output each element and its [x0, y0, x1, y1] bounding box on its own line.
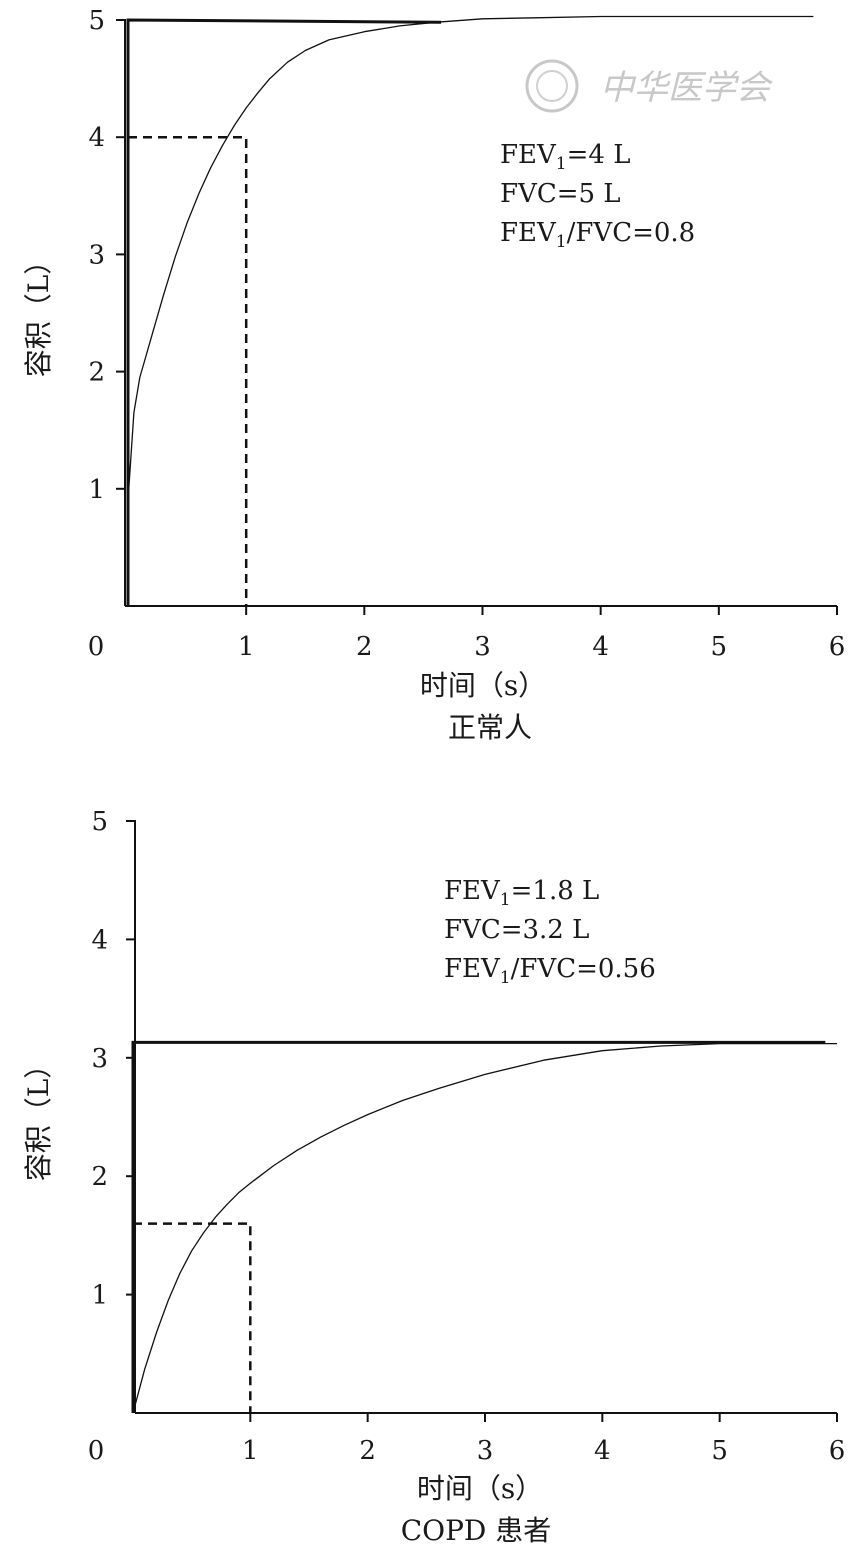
- annotation-text: FVC=5 L: [500, 179, 621, 209]
- watermark-text: 中华医学会: [600, 68, 774, 108]
- annotation-text: =1.8 L: [511, 876, 600, 906]
- x-axis-label: 时间（s）: [420, 669, 546, 702]
- series-dashed-line: [133, 1222, 252, 1413]
- y-tick-label: 5: [91, 807, 108, 837]
- y-tick-label: 4: [88, 123, 105, 153]
- y-tick-label: 1: [88, 475, 105, 505]
- y-tick-label: 2: [91, 1162, 108, 1192]
- y-tick-label: 1: [91, 1281, 108, 1311]
- plot-area-copd: [126, 820, 838, 1422]
- series-thick-line: [131, 1040, 826, 1413]
- y-axis-label: 容积（L）: [22, 247, 55, 378]
- annotation-text: FEV: [500, 218, 557, 248]
- annotation-line: FEV1/FVC=0.56: [444, 954, 656, 988]
- annotation-text: FEV: [444, 954, 501, 984]
- watermark-seal-inner: [536, 70, 568, 102]
- tick-labels-normal: 0 1 2 3 4 5 6 1 2 3 4 5: [88, 6, 846, 662]
- panel-caption: COPD 患者: [401, 1514, 552, 1547]
- x-tick-label: 6: [829, 1436, 846, 1466]
- annotation-line: FVC=5 L: [500, 179, 621, 209]
- tick-labels-copd: 0 1 2 3 4 5 6 1 2 3 4 5: [88, 807, 846, 1466]
- annotation-subscript: 1: [500, 968, 511, 988]
- annotation-text: FVC=3.2 L: [444, 915, 589, 945]
- x-tick-label: 3: [477, 1436, 494, 1466]
- series-group-normal: [126, 15, 814, 606]
- y-tick-label: 3: [88, 240, 105, 270]
- panel-caption: 正常人: [448, 711, 532, 744]
- annotation-text: /FVC=0.8: [567, 218, 696, 248]
- x-tick-label: 3: [474, 632, 491, 662]
- y-tick-label: 2: [88, 358, 105, 388]
- x-tick-label: 5: [711, 632, 728, 662]
- annotation-subscript: 1: [556, 232, 567, 252]
- x-tick-label: 1: [238, 632, 255, 662]
- plot-area-normal: [116, 19, 838, 615]
- y-axis-label: 容积（L）: [22, 1051, 55, 1182]
- series-thick-line: [126, 18, 442, 606]
- annotation-text: /FVC=0.56: [511, 954, 656, 984]
- annotation-text: FEV: [500, 140, 557, 170]
- annotation-subscript: 1: [556, 154, 567, 174]
- x-tick-label: 6: [829, 632, 846, 662]
- series-dashed-line: [128, 135, 248, 606]
- annotation-line: FEV1=4 L: [500, 140, 630, 174]
- x-tick-label: 1: [242, 1436, 259, 1466]
- annotation-line: FEV1/FVC=0.8: [500, 218, 695, 252]
- y-tick-label: 5: [88, 6, 105, 36]
- annotation-text: =4 L: [567, 140, 631, 170]
- series-thin-line: [127, 15, 814, 501]
- x-tick-label: 2: [356, 632, 373, 662]
- x-axis-label: 时间（s）: [417, 1472, 543, 1505]
- annotation-text: FEV: [444, 876, 501, 906]
- x-tick-label: 0: [88, 1436, 105, 1466]
- watermark-seal-icon: [525, 59, 579, 113]
- y-tick-label: 3: [91, 1044, 108, 1074]
- series-group-copd: [131, 1040, 837, 1414]
- series-thin-line: [132, 1042, 837, 1414]
- x-tick-label: 0: [88, 632, 105, 662]
- y-tick-label: 4: [91, 925, 108, 955]
- annotation-line: FVC=3.2 L: [444, 915, 589, 945]
- annotation-subscript: 1: [500, 890, 511, 910]
- x-tick-label: 4: [592, 632, 609, 662]
- x-tick-label: 5: [711, 1436, 728, 1466]
- x-tick-label: 2: [359, 1436, 376, 1466]
- x-tick-label: 4: [594, 1436, 611, 1466]
- watermark: 中华医学会: [525, 59, 774, 113]
- annotation-line: FEV1=1.8 L: [444, 876, 599, 910]
